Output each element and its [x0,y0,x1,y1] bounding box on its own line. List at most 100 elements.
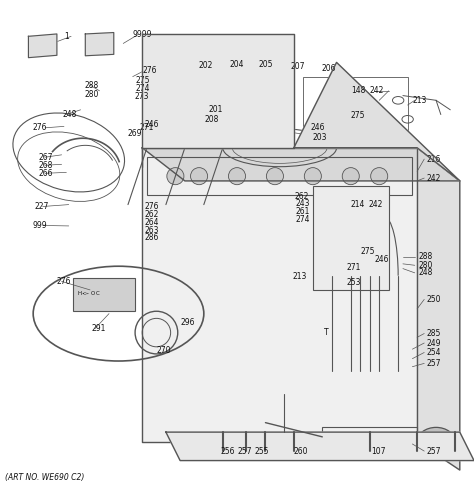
Text: 264: 264 [145,218,159,227]
Text: 214: 214 [351,200,365,209]
Text: 257: 257 [427,447,441,456]
Text: 248: 248 [418,268,432,277]
Text: 242: 242 [369,200,383,209]
Ellipse shape [167,168,184,184]
Text: 253: 253 [346,278,361,287]
Text: 202: 202 [198,61,212,70]
Text: 213: 213 [412,96,427,105]
Ellipse shape [342,168,359,184]
Text: 243: 243 [296,199,310,208]
Text: 280: 280 [418,261,432,270]
Text: 273: 273 [135,92,149,101]
Ellipse shape [364,449,375,458]
Text: 276: 276 [32,123,47,133]
Text: 275: 275 [360,246,375,256]
Text: 260: 260 [294,447,309,456]
Text: 107: 107 [372,447,386,456]
Text: 246: 246 [145,119,159,129]
Polygon shape [142,148,417,442]
Text: 285: 285 [427,329,441,338]
Text: 204: 204 [229,60,244,69]
Text: 254: 254 [427,348,441,357]
Text: 248: 248 [63,110,77,119]
Ellipse shape [260,449,271,458]
Ellipse shape [449,449,461,458]
Text: 262: 262 [145,210,159,219]
Text: 242: 242 [370,86,384,95]
Text: 271: 271 [140,123,154,133]
Text: 206: 206 [321,64,336,73]
Text: 274: 274 [296,215,310,224]
Polygon shape [142,34,294,148]
Text: 255: 255 [254,447,269,456]
Text: 1: 1 [64,32,69,41]
Text: 148: 148 [351,86,365,95]
Text: H: H [77,291,82,296]
Ellipse shape [371,168,388,184]
Text: 205: 205 [258,60,273,69]
Text: 270: 270 [156,346,171,355]
Text: 266: 266 [39,169,54,178]
Text: 257: 257 [427,359,441,368]
Text: 291: 291 [91,324,105,333]
Polygon shape [142,148,460,181]
Text: 261: 261 [296,207,310,216]
Text: 288: 288 [418,252,432,261]
Ellipse shape [228,168,246,184]
Polygon shape [28,34,57,57]
Text: 256: 256 [221,447,236,456]
Text: 207: 207 [290,61,305,71]
Text: 216: 216 [427,155,441,164]
Text: 262: 262 [295,192,309,201]
Ellipse shape [288,449,300,458]
Text: 203: 203 [313,133,328,142]
Text: 275: 275 [351,111,365,120]
Polygon shape [85,33,114,56]
Text: T: T [324,328,329,337]
Text: 280: 280 [84,90,99,99]
Ellipse shape [191,168,208,184]
Text: 276: 276 [142,66,157,75]
Text: 246: 246 [311,123,326,133]
Text: 246: 246 [374,255,389,264]
Text: 275: 275 [136,76,150,85]
Text: 269: 269 [127,129,142,138]
Text: 274: 274 [136,84,150,93]
Text: 296: 296 [180,318,195,327]
Ellipse shape [241,449,252,458]
Text: 201: 201 [209,105,223,114]
Text: 9999: 9999 [133,30,152,39]
Ellipse shape [217,449,228,458]
Bar [303,77,408,143]
Text: 999: 999 [32,221,47,230]
Text: 213: 213 [293,272,307,281]
Polygon shape [166,432,474,461]
Bar [156,53,284,134]
Text: 288: 288 [84,81,99,90]
Text: O: O [91,291,95,296]
Text: 257: 257 [238,447,253,456]
Text: 267: 267 [39,153,54,162]
Bar [147,157,412,195]
Text: 268: 268 [39,161,53,170]
Text: •O•: •O• [82,292,90,296]
Text: 276: 276 [145,202,159,211]
Text: 276: 276 [57,277,72,286]
Text: (ART NO. WE690 C2): (ART NO. WE690 C2) [5,473,84,482]
Polygon shape [294,62,460,181]
Text: 242: 242 [427,173,441,182]
Ellipse shape [411,449,423,458]
Text: 227: 227 [34,202,48,211]
Bar [313,185,389,290]
Text: 208: 208 [205,115,219,124]
Ellipse shape [304,168,321,184]
Ellipse shape [417,427,455,456]
Ellipse shape [266,168,283,184]
Text: 250: 250 [427,295,441,304]
Bar [322,427,417,451]
Text: 271: 271 [346,263,360,272]
Text: C: C [96,291,100,296]
Polygon shape [417,148,460,470]
Text: 286: 286 [145,233,159,242]
Text: 249: 249 [427,339,441,348]
